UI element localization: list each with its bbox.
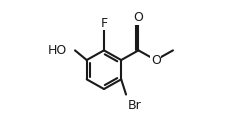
Text: Br: Br xyxy=(128,99,141,112)
Text: O: O xyxy=(150,54,160,67)
Text: F: F xyxy=(100,17,107,30)
Text: O: O xyxy=(133,11,143,24)
Text: HO: HO xyxy=(48,44,67,57)
